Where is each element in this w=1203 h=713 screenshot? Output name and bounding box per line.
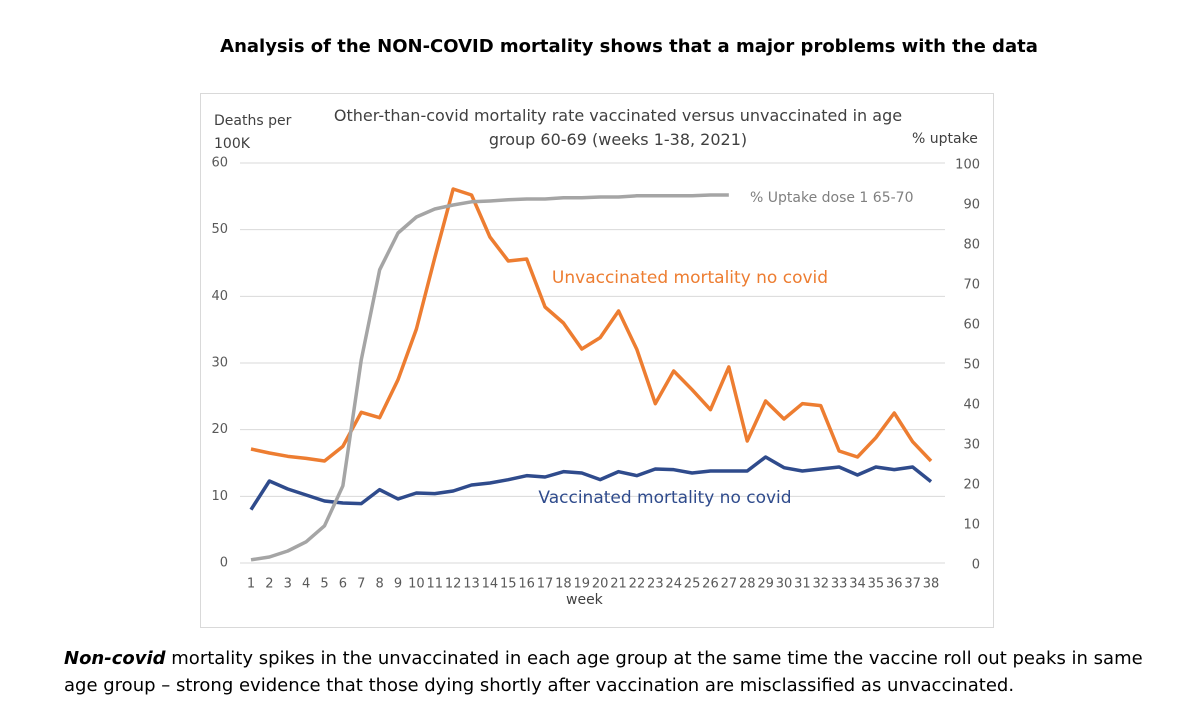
series-label: % Uptake dose 1 65-70 xyxy=(750,190,913,206)
x-tick-label: 2 xyxy=(265,577,273,592)
y-tick-label: 50 xyxy=(211,222,228,237)
x-tick-label: 35 xyxy=(868,577,885,592)
x-tick-label: 1 xyxy=(247,577,255,592)
x-tick-label: 34 xyxy=(849,577,866,592)
y2-tick-label: 70 xyxy=(963,278,980,293)
x-tick-label: 13 xyxy=(463,577,480,592)
y2-tick-label: 90 xyxy=(963,198,980,213)
y-tick-label: 20 xyxy=(211,422,228,437)
x-tick-label: 30 xyxy=(776,577,793,592)
x-tick-label: 25 xyxy=(684,577,701,592)
x-tick-label: 23 xyxy=(647,577,664,592)
y-tick-label: 60 xyxy=(211,156,228,171)
series-line xyxy=(249,455,933,511)
x-tick-label: 16 xyxy=(518,577,535,592)
caption-text: mortality spikes in the unvaccinated in … xyxy=(64,648,1143,696)
y-tick-label: 40 xyxy=(211,289,228,304)
x-tick-label: 29 xyxy=(757,577,774,592)
x-tick-label: 6 xyxy=(339,577,347,592)
chart-title: Other-than-covid mortality rate vaccinat… xyxy=(333,106,903,149)
x-tick-label: 7 xyxy=(357,577,365,592)
x-tick-label: 3 xyxy=(284,577,292,592)
x-tick-label: 19 xyxy=(574,577,591,592)
x-tick-label: 21 xyxy=(610,577,627,592)
y2-axis-label: % uptake xyxy=(912,131,978,147)
slide-title: Analysis of the NON-COVID mortality show… xyxy=(220,36,1038,57)
y2-tick-label: 20 xyxy=(963,478,980,493)
series-label: Unvaccinated mortality no covid xyxy=(552,268,828,288)
y2-tick-label: 100 xyxy=(955,158,980,173)
x-tick-label: 26 xyxy=(702,577,719,592)
x-tick-label: 15 xyxy=(500,577,517,592)
y-axis-label: Deaths per 100K xyxy=(214,113,292,152)
y2-tick-label: 80 xyxy=(963,238,980,253)
x-tick-label: 28 xyxy=(739,577,756,592)
x-tick-label: 11 xyxy=(427,577,444,592)
x-tick-label: 18 xyxy=(555,577,572,592)
caption-emphasis: Non-covid xyxy=(64,648,166,669)
x-tick-label: 5 xyxy=(320,577,328,592)
x-axis-label: week xyxy=(566,592,603,608)
x-tick-label: 36 xyxy=(886,577,903,592)
x-tick-label: 32 xyxy=(812,577,829,592)
caption: Non-covid mortality spikes in the unvacc… xyxy=(64,645,1164,699)
y2-tick-label: 0 xyxy=(972,558,980,573)
x-tick-label: 12 xyxy=(445,577,462,592)
x-tick-label: 17 xyxy=(537,577,554,592)
x-tick-label: 33 xyxy=(831,577,848,592)
y2-tick-label: 10 xyxy=(963,518,980,533)
x-tick-label: 24 xyxy=(665,577,682,592)
y2-tick-label: 50 xyxy=(963,358,980,373)
y2-tick-label: 60 xyxy=(963,318,980,333)
x-tick-label: 8 xyxy=(376,577,384,592)
series-line xyxy=(250,193,729,562)
x-tick-label: 31 xyxy=(794,577,811,592)
x-tick-label: 37 xyxy=(904,577,921,592)
x-tick-label: 22 xyxy=(629,577,646,592)
x-tick-label: 20 xyxy=(592,577,609,592)
y2-tick-label: 40 xyxy=(963,398,980,413)
series-line xyxy=(250,187,933,463)
chart-frame xyxy=(200,93,994,628)
y-tick-label: 0 xyxy=(220,556,228,571)
x-tick-label: 27 xyxy=(721,577,738,592)
y-tick-label: 30 xyxy=(211,356,228,371)
x-tick-label: 9 xyxy=(394,577,402,592)
x-tick-label: 38 xyxy=(923,577,940,592)
x-tick-label: 14 xyxy=(482,577,499,592)
y2-tick-label: 30 xyxy=(963,438,980,453)
series-label: Vaccinated mortality no covid xyxy=(538,488,791,508)
x-tick-label: 4 xyxy=(302,577,310,592)
x-tick-label: 10 xyxy=(408,577,425,592)
y-tick-label: 10 xyxy=(211,489,228,504)
